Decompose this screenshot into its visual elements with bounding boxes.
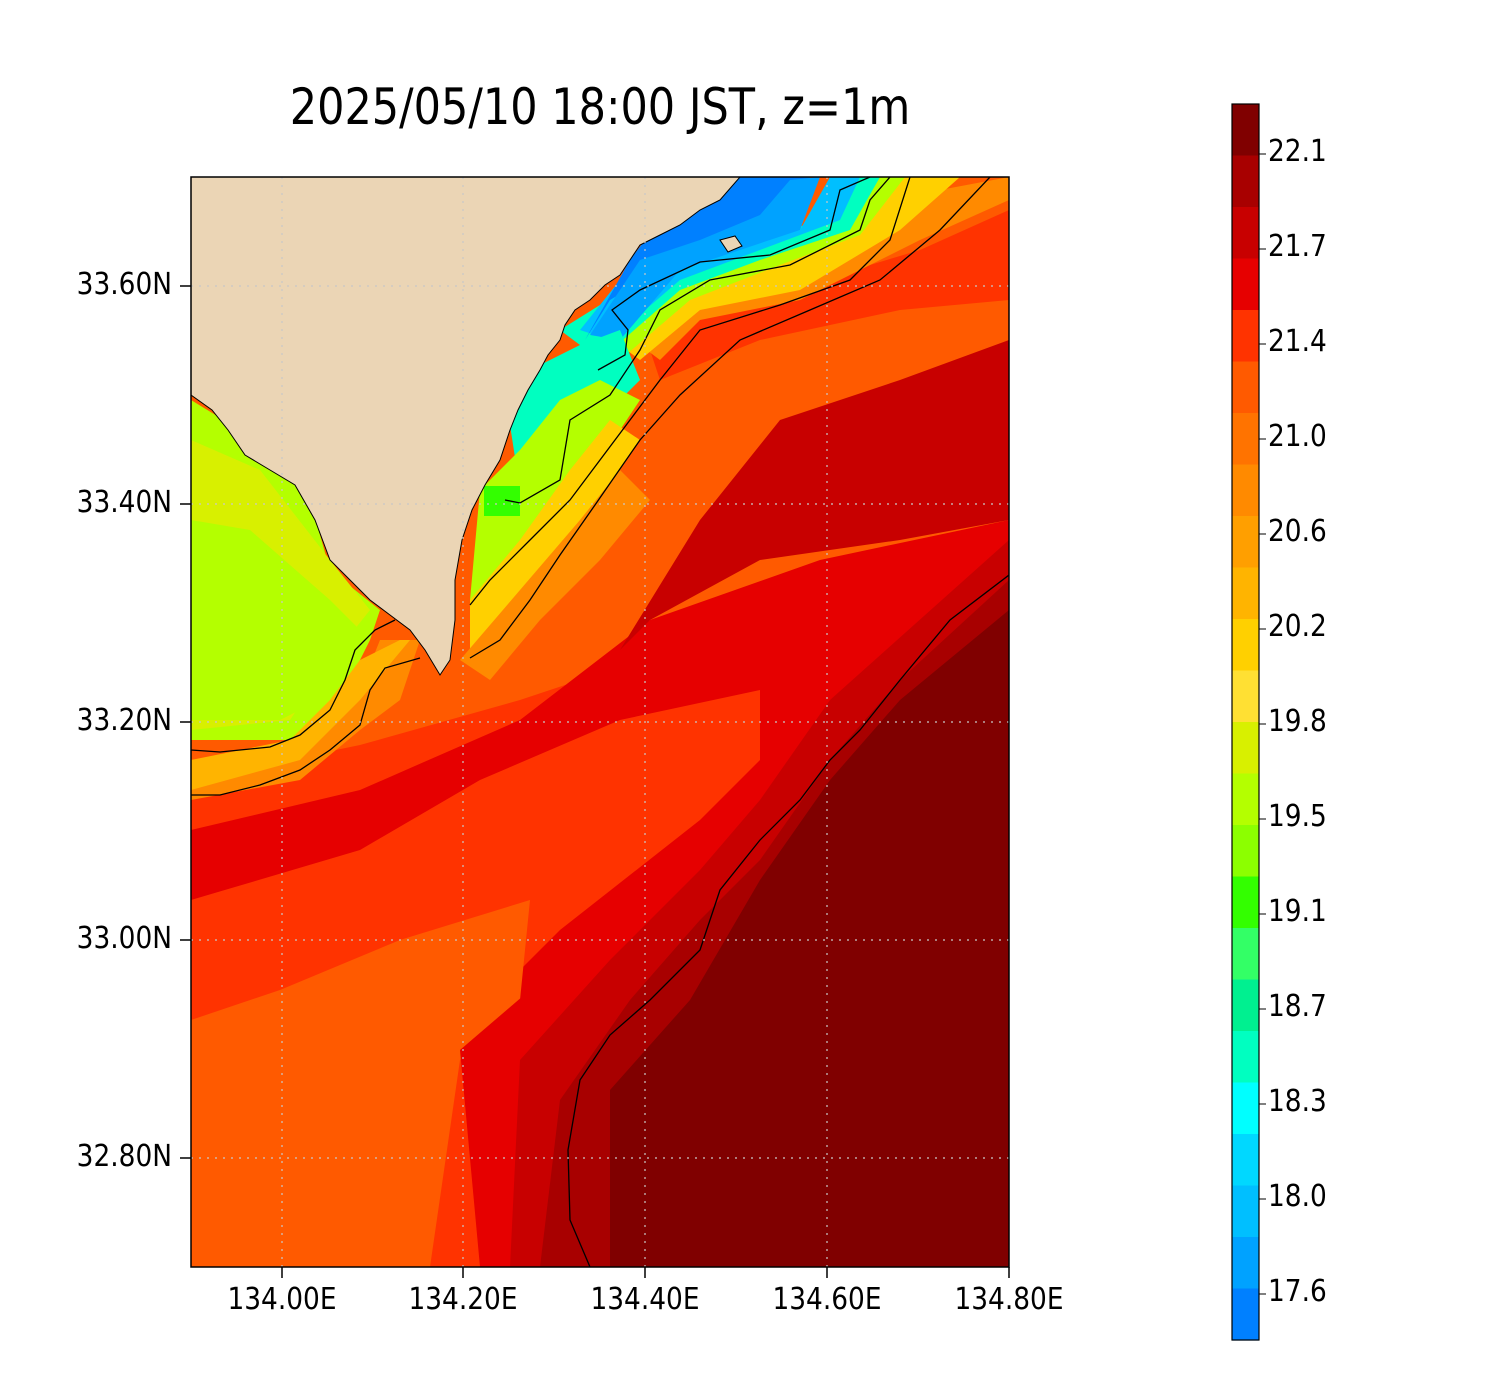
colorbar-segment — [1232, 1082, 1259, 1135]
colorbar-segment — [1232, 1237, 1259, 1290]
colorbar-tick-label: 21.4 — [1268, 324, 1327, 359]
colorbar-tick-label: 20.2 — [1268, 609, 1327, 644]
colorbar-segment — [1232, 1134, 1259, 1187]
contour-line — [567, 574, 1009, 1267]
contour-line — [597, 177, 871, 371]
colorbar-segment — [1232, 1031, 1259, 1084]
contour-line — [504, 177, 891, 504]
contour-line — [191, 619, 396, 753]
map-title: 2025/05/10 18:00 JST, z=1m — [289, 78, 911, 136]
colorbar-segment — [1232, 619, 1259, 672]
colorbar-segment — [1232, 670, 1259, 723]
colorbar-tick-label: 19.1 — [1268, 894, 1327, 929]
lat-tick-label: 32.80N — [76, 1139, 172, 1174]
colorbar-segment — [1232, 516, 1259, 569]
contour-line — [191, 657, 421, 796]
land-mass — [191, 177, 743, 676]
colorbar-tick-label: 20.6 — [1268, 514, 1327, 549]
lat-tick-label: 33.20N — [76, 703, 172, 738]
colorbar-segment — [1232, 464, 1259, 517]
isotherm-contours — [191, 177, 1009, 1267]
lon-tick-label: 134.80E — [954, 1282, 1064, 1317]
lon-tick-label: 134.00E — [227, 1282, 337, 1317]
colorbar-tick-label: 18.7 — [1268, 989, 1327, 1024]
colorbar-segment — [1232, 1288, 1259, 1341]
colorbar-tick-label: 18.0 — [1268, 1179, 1327, 1214]
colorbar-segment — [1232, 155, 1259, 208]
colorbar-tick-label: 19.8 — [1268, 704, 1327, 739]
colorbar-tick-label: 21.0 — [1268, 419, 1327, 454]
colorbar-segment — [1232, 567, 1259, 620]
colorbar-segment — [1232, 310, 1259, 363]
lon-tick-label: 134.60E — [772, 1282, 882, 1317]
contour-line — [469, 177, 991, 659]
colorbar-segment — [1232, 104, 1259, 157]
colorbar-segment — [1232, 773, 1259, 826]
colorbar-segment — [1232, 876, 1259, 929]
colorbar-frame — [1231, 103, 1260, 1341]
colorbar-tick-label: 18.3 — [1268, 1084, 1327, 1119]
colorbar-tick-label: 19.5 — [1268, 799, 1327, 834]
colorbar-segment — [1232, 722, 1259, 775]
lat-tick-label: 33.40N — [76, 485, 172, 520]
colorbar-tick-label: 17.6 — [1268, 1274, 1327, 1309]
colorbar-segment — [1232, 928, 1259, 981]
lon-tick-label: 134.40E — [590, 1282, 700, 1317]
colorbar-segment — [1232, 207, 1259, 260]
colorbar-segment — [1232, 979, 1259, 1032]
contour-line — [469, 177, 911, 606]
colorbar-segment — [1232, 413, 1259, 466]
axis-tick-marks — [180, 285, 1010, 1278]
colorbar-segment — [1232, 258, 1259, 311]
colorbar-segment — [1232, 361, 1259, 414]
colorbar-segment — [1232, 825, 1259, 878]
colorbar — [1232, 104, 1266, 1341]
colorbar-tick-label: 21.7 — [1268, 229, 1327, 264]
colorbar-tick-label: 22.1 — [1268, 134, 1327, 169]
lon-tick-label: 134.20E — [408, 1282, 518, 1317]
gridlines — [191, 177, 1009, 1267]
lat-tick-label: 33.00N — [76, 921, 172, 956]
colorbar-segment — [1232, 1185, 1259, 1238]
lat-tick-label: 33.60N — [76, 267, 172, 302]
